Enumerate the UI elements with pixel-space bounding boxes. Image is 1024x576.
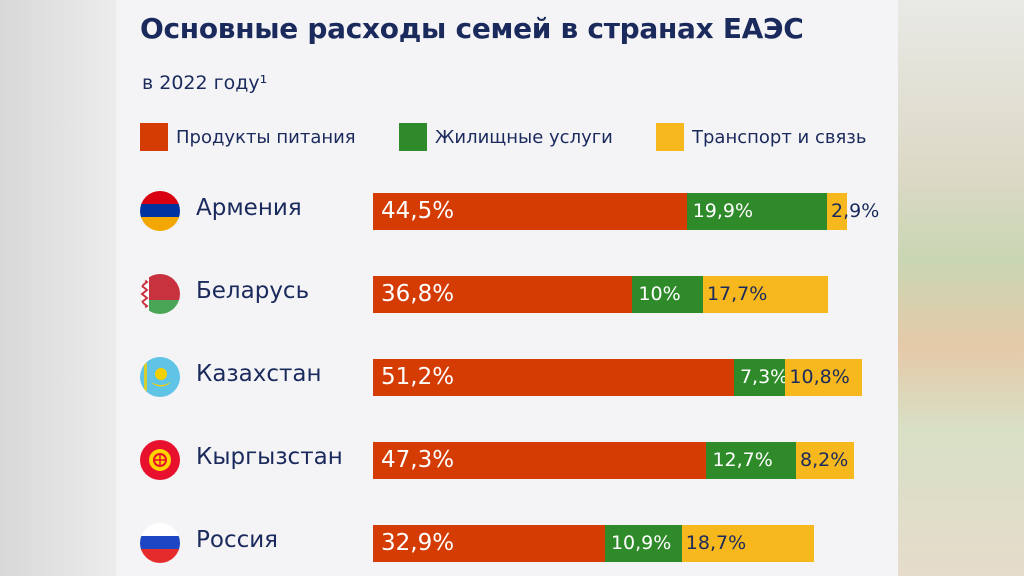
bar-segment-food [373,276,633,313]
legend-swatch-food [140,123,168,151]
chart-row: Беларусь 36,8% 10% 17,7% [116,272,898,316]
country-label: Казахстан [196,361,322,387]
chart-card: Основные расходы семей в странах ЕАЭС в … [116,0,898,576]
data-label-transport: 2,9% [831,200,880,222]
chart-subtitle: в 2022 году¹ [142,72,268,94]
data-label-housing: 10,9% [610,532,672,554]
bar-segment-housing [686,193,827,230]
bar-segment-transport [827,193,848,230]
legend-item-transport: Транспорт и связь [656,122,866,152]
kyrgyzstan-flag-icon [140,440,180,480]
bar-segment-housing [604,525,682,562]
data-label-food: 32,9% [381,530,455,556]
data-label-housing: 7,3% [739,366,789,388]
legend-label-food: Продукты питания [176,126,356,148]
data-label-transport: 17,7% [706,283,768,305]
bar-segment-transport [681,525,814,562]
bar-segment-food [373,193,687,230]
country-label: Кыргызстан [196,444,343,470]
data-label-transport: 8,2% [800,449,849,471]
russia-flag-icon [140,523,180,563]
chart-row: Россия 32,9% 10,9% 18,7% [116,521,898,565]
legend-swatch-housing [399,123,427,151]
chart-row: Кыргызстан 47,3% 12,7% 8,2% [116,438,898,482]
chart-title: Основные расходы семей в странах ЕАЭС [140,12,804,45]
bar-segment-food [373,525,605,562]
belarus-flag-icon [140,274,180,314]
bar-segment-transport [702,276,828,313]
data-label-housing: 19,9% [692,200,754,222]
country-label: Беларусь [196,278,310,304]
legend-item-housing: Жилищные услуги [399,122,613,152]
data-label-food: 51,2% [381,364,455,390]
bar-segment-housing [632,276,703,313]
bar-segment-food [373,359,734,396]
data-label-food: 44,5% [381,198,455,224]
background-right [898,0,1024,576]
legend-item-food: Продукты питания [140,122,356,152]
bar-segment-transport [796,442,854,479]
bar-segment-food [373,442,707,479]
data-label-housing: 10% [638,283,681,305]
kazakhstan-flag-icon [140,357,180,397]
bar-segment-housing [706,442,796,479]
background-left [0,0,116,576]
legend: Продукты питания Жилищные услуги Транспо… [140,122,898,152]
legend-label-housing: Жилищные услуги [435,126,613,148]
legend-label-transport: Транспорт и связь [692,126,867,148]
data-label-food: 36,8% [381,281,455,307]
data-label-transport: 10,8% [789,366,850,388]
bar-segment-transport [785,359,862,396]
data-label-housing: 12,7% [712,449,773,471]
chart-row: Армения 44,5% 19,9% 2,9% [116,189,898,233]
bar-segment-housing [733,359,786,396]
country-label: Россия [196,527,279,553]
legend-swatch-transport [656,123,684,151]
chart-row: Казахстан 51,2% 7,3% 10,8% [116,355,898,399]
armenia-flag-icon [140,191,180,231]
data-label-food: 47,3% [381,447,455,473]
data-label-transport: 18,7% [685,532,747,554]
country-label: Армения [196,195,302,221]
